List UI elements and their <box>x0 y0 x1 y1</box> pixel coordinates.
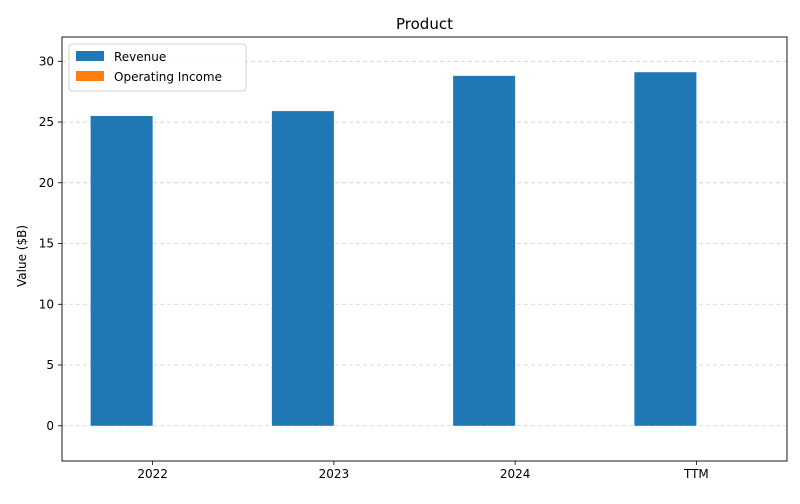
y-tick-label: 10 <box>39 297 54 311</box>
legend-label: Operating Income <box>114 70 222 84</box>
plot-frame <box>61 36 788 462</box>
y-tick-label: 20 <box>39 176 54 190</box>
axes <box>58 36 788 465</box>
legend-label: Revenue <box>114 50 166 64</box>
bar-revenue <box>271 111 334 426</box>
legend-box <box>68 43 247 92</box>
legend-swatch <box>76 51 104 61</box>
bar-revenue <box>90 115 153 426</box>
x-tick-labels: 2022 2023 2024 TTM <box>137 467 708 481</box>
bar-revenue <box>634 72 697 426</box>
y-tick-label: 25 <box>39 115 54 129</box>
y-tick-label: 5 <box>46 358 54 372</box>
y-tick-label: 15 <box>39 237 54 251</box>
legend-swatch <box>76 71 104 81</box>
chart-title: Product <box>396 15 453 33</box>
x-tick-label: 2024 <box>500 467 531 481</box>
y-axis-label: Value ($B) <box>15 225 29 287</box>
x-tick-label: TTM <box>683 467 709 481</box>
x-tick-label: 2022 <box>137 467 168 481</box>
y-tick-label: 0 <box>46 419 54 433</box>
y-tick-label: 30 <box>39 54 54 68</box>
bars <box>90 72 697 426</box>
x-tick-label: 2023 <box>319 467 350 481</box>
legend: Revenue Operating Income <box>68 43 247 92</box>
bar-revenue <box>453 75 516 426</box>
y-tick-labels: 0 5 10 15 20 25 30 <box>39 54 54 432</box>
